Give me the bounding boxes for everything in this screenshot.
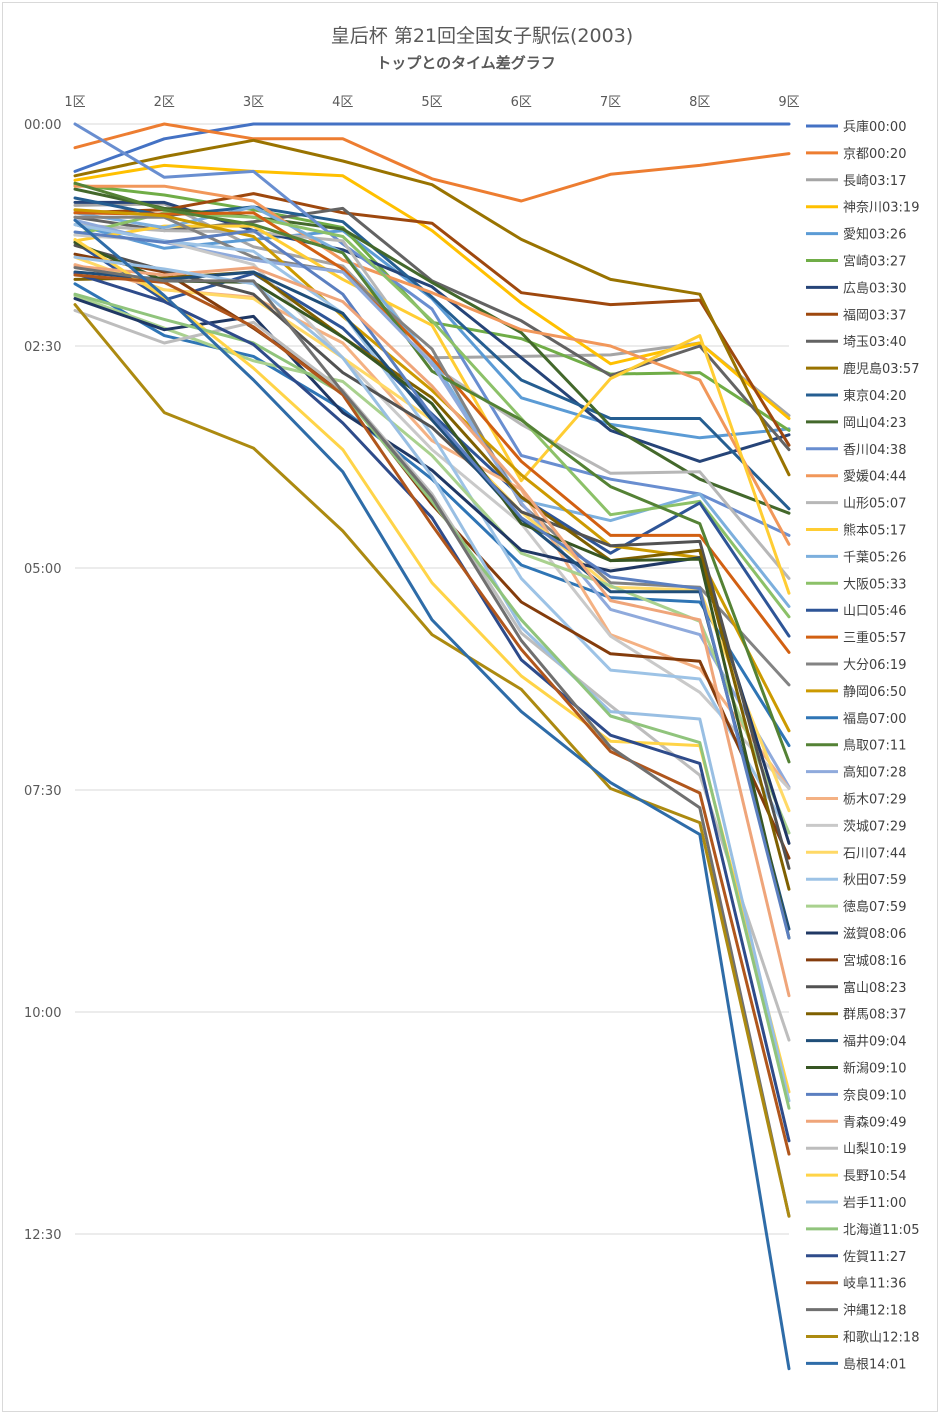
legend-label: 神奈川03:19 [843, 201, 919, 216]
series-line [73, 273, 791, 1156]
series-line [73, 237, 791, 1094]
series-line [73, 292, 791, 1110]
legend-label: 岡山04:23 [843, 416, 906, 431]
series-line [73, 122, 791, 537]
series-line [73, 233, 791, 790]
legend-label: 石川07:44 [843, 846, 906, 861]
series-line [73, 205, 791, 608]
legend-label: 新潟09:10 [843, 1061, 906, 1077]
legend-label: 滋賀08:06 [843, 927, 906, 942]
legend-label: 鹿児島03:57 [843, 361, 919, 377]
y-tick-label: 07:30 [24, 784, 61, 799]
legend-label: 愛媛04:44 [843, 470, 906, 485]
legend-label: 群馬08:37 [843, 1008, 906, 1023]
series-line [73, 184, 791, 546]
x-axis-labels: 1区 2区 3区 4区 5区 6区 7区 8区 9区 [64, 95, 799, 110]
legend-label: 山梨10:19 [843, 1142, 906, 1157]
legend-label: 秋田07:59 [843, 873, 906, 888]
legend-label: 高知07:28 [843, 765, 906, 781]
chart-subtitle: トップとのタイム差グラフ [376, 54, 556, 72]
y-tick-label: 10:00 [24, 1006, 61, 1021]
y-tick-label: 00:00 [24, 118, 61, 133]
x-tick-label: 2区 [154, 95, 175, 110]
y-tick-label: 05:00 [24, 562, 61, 577]
legend-label: 福島07:00 [843, 712, 906, 727]
legend-label: 徳島07:59 [843, 900, 906, 915]
series-line [73, 122, 791, 203]
series-line [73, 270, 791, 931]
legend-label: 鳥取07:11 [843, 739, 906, 754]
legend-label: 福井09:04 [843, 1035, 906, 1050]
x-tick-label: 9区 [778, 95, 799, 110]
legend-label: 埼玉03:40 [843, 335, 906, 350]
series-line [73, 187, 791, 515]
legend-label: 兵庫00:00 [843, 120, 906, 135]
legend-label: 三重05:57 [843, 630, 906, 646]
series-line [73, 309, 791, 1042]
series-line [73, 282, 791, 748]
legend-label: 和歌山12:18 [843, 1331, 919, 1346]
legend-label: 大分06:19 [843, 658, 906, 673]
legend-label: 栃木07:29 [843, 793, 906, 808]
series-line [73, 252, 791, 860]
legend-label: 山形05:07 [843, 497, 906, 512]
series-lines [73, 122, 791, 1371]
legend-label: 長野10:54 [843, 1169, 906, 1184]
x-tick-label: 6区 [511, 95, 532, 110]
series-line [73, 255, 791, 1103]
series-line [73, 192, 791, 447]
legend-label: 島根14:01 [843, 1357, 906, 1372]
legend-label: 香川04:38 [843, 443, 906, 458]
series-line [73, 272, 791, 1143]
legend: 兵庫00:00 京都00:20 長崎03:17 神奈川03:19 愛知03:26 宮崎03… [806, 120, 919, 1372]
legend-label: 北海道11:05 [843, 1223, 919, 1238]
series-line [73, 122, 791, 173]
legend-label: 千葉05:26 [843, 550, 906, 565]
series-line [73, 229, 791, 940]
chart-title: 皇后杯 第21回全国女子駅伝(2003) [331, 25, 633, 47]
legend-label: 東京04:20 [843, 388, 906, 404]
series-line [73, 218, 791, 1371]
legend-label: 宮崎03:27 [843, 254, 906, 270]
series-line [73, 223, 791, 835]
legend-label: 岐阜11:36 [843, 1276, 906, 1292]
legend-label: 青森09:49 [843, 1115, 906, 1130]
legend-label: 大阪05:33 [843, 577, 906, 592]
legend-label: 山口05:46 [843, 604, 906, 619]
series-line [73, 181, 791, 764]
legend-label: 岩手11:00 [843, 1196, 906, 1211]
legend-label: 茨城07:29 [843, 819, 906, 834]
legend-label: 宮城08:16 [843, 953, 906, 969]
series-line [73, 224, 791, 595]
x-tick-label: 1区 [64, 95, 85, 110]
legend-label: 京都00:20 [843, 147, 906, 162]
y-axis-labels: 00:00 02:30 05:00 07:30 10:00 12:30 [24, 118, 61, 1243]
legend-label: 沖縄12:18 [843, 1304, 906, 1319]
legend-label: 熊本05:17 [843, 523, 906, 539]
legend-label: 奈良09:10 [843, 1087, 906, 1103]
series-line [73, 266, 791, 1218]
y-tick-label: 12:30 [24, 1228, 61, 1243]
legend-label: 富山08:23 [843, 980, 906, 996]
x-tick-label: 5区 [421, 95, 442, 110]
series-line [73, 138, 791, 477]
x-tick-label: 8区 [689, 95, 710, 110]
legend-label: 愛知03:26 [843, 227, 906, 243]
legend-label: 静岡06:50 [843, 685, 906, 700]
x-tick-label: 3区 [243, 95, 264, 110]
legend-label: 長崎03:17 [843, 174, 906, 189]
legend-label: 広島03:30 [843, 281, 906, 296]
legend-label: 福岡03:37 [843, 308, 906, 323]
series-line [73, 294, 791, 835]
x-tick-label: 4区 [332, 95, 353, 110]
series-line [73, 303, 791, 1218]
y-tick-label: 02:30 [24, 340, 61, 355]
x-tick-label: 7区 [600, 95, 621, 110]
legend-label: 佐賀11:27 [843, 1250, 906, 1265]
